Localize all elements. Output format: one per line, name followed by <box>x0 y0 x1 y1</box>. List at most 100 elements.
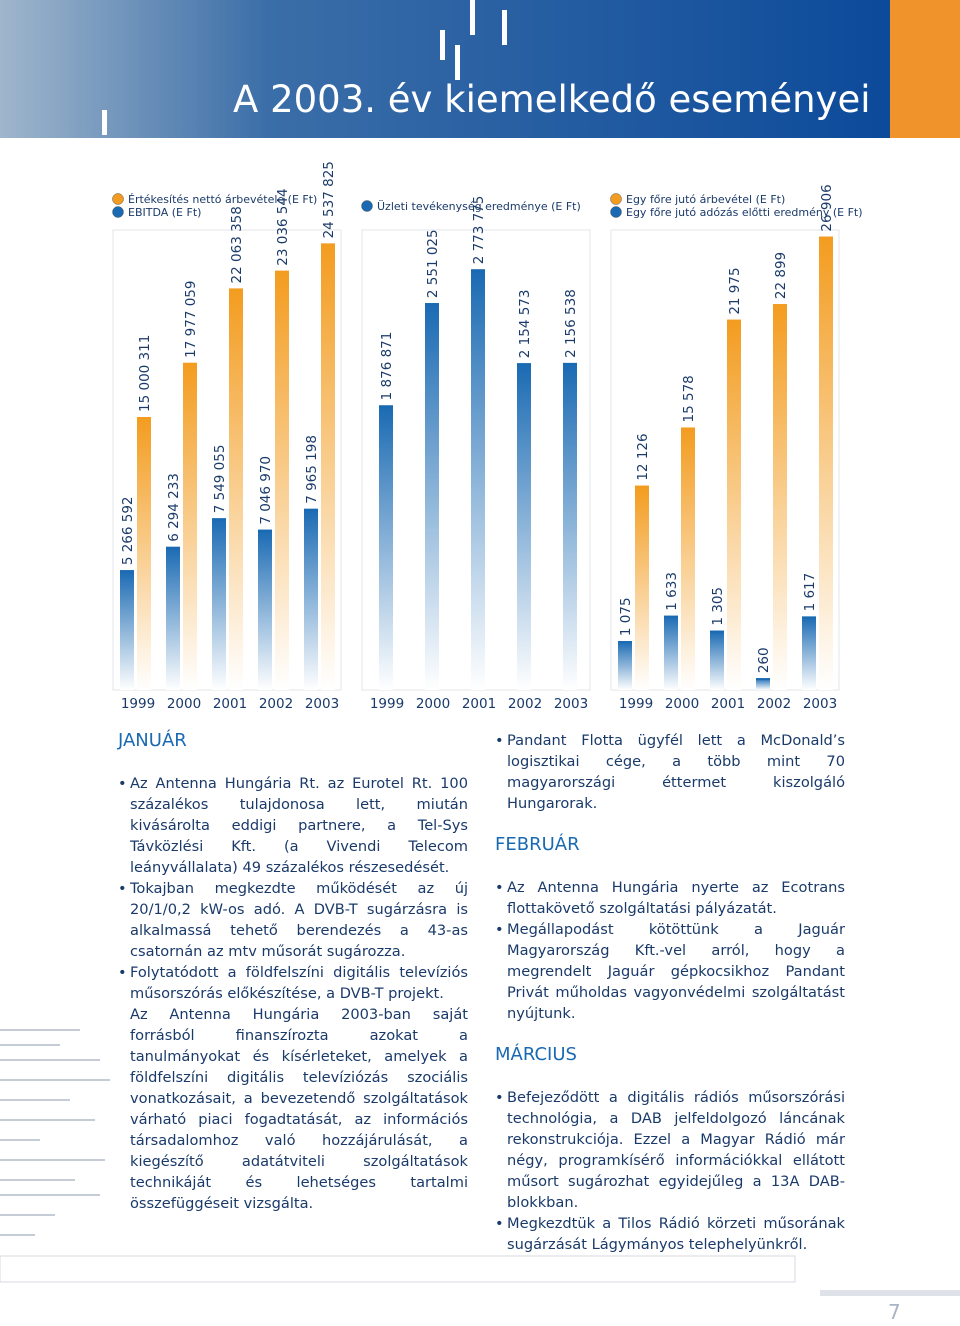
page-title: A 2003. év kiemelkedő eseményei <box>233 78 871 121</box>
bar <box>120 570 134 690</box>
bar <box>229 288 243 690</box>
legend-swatch <box>610 206 622 218</box>
bar <box>635 485 649 690</box>
value-label: 2 156 538 <box>563 289 579 358</box>
value-label: 1 075 <box>618 597 634 636</box>
bar <box>517 363 531 690</box>
bar <box>425 303 439 690</box>
bar <box>212 518 226 690</box>
value-label: 12 126 <box>635 433 651 480</box>
bar <box>710 630 724 690</box>
section-heading: JANUÁR <box>118 730 187 751</box>
bar-cap <box>120 570 134 573</box>
bar-cap <box>137 416 151 419</box>
x-tick-label: 2003 <box>803 696 837 712</box>
header-photo <box>890 0 960 138</box>
x-tick-label: 1999 <box>370 696 404 712</box>
bar <box>275 270 289 690</box>
bar <box>183 362 197 690</box>
bar-cap <box>321 243 335 246</box>
bullet-item: Tokajban megkezdte működését az új 20/1/… <box>118 878 468 962</box>
x-tick-label: 2002 <box>259 696 293 712</box>
x-tick-label: 2003 <box>554 696 588 712</box>
column-left: JANUÁR Az Antenna Hungária Rt. az Eurotel… <box>118 730 468 1214</box>
x-tick-label: 2001 <box>711 696 745 712</box>
value-label: 7 549 055 <box>212 445 228 514</box>
decor <box>502 10 507 45</box>
bar-cap <box>517 363 531 366</box>
bar <box>258 529 272 690</box>
bar-cap <box>802 616 816 619</box>
bullet-item: Az Antenna Hungária nyerte az Ecotrans f… <box>495 877 845 919</box>
legend-swatch <box>610 193 622 205</box>
x-tick-label: 1999 <box>121 696 155 712</box>
bar <box>802 616 816 690</box>
bar-cap <box>183 362 197 365</box>
bullet-item: Az Antenna Hungária Rt. az Eurotel Rt. 1… <box>118 773 468 878</box>
bar-cap <box>275 270 289 273</box>
value-label: 1 305 <box>710 587 726 626</box>
x-tick-label: 2000 <box>167 696 201 712</box>
bar-cap <box>773 304 787 307</box>
value-label: 1 633 <box>664 572 680 611</box>
legend-label: Értékesítés nettó árbevétele (E Ft) <box>128 193 317 206</box>
legend-label: Egy főre jutó árbevétel (E Ft) <box>626 193 785 206</box>
bar <box>756 678 770 690</box>
paragraph: Az Antenna Hungária 2003-ban saját forrá… <box>130 1006 468 1212</box>
value-label: 17 977 059 <box>183 281 199 358</box>
bar <box>819 236 833 690</box>
bar-cap <box>635 485 649 488</box>
section-heading: MÁRCIUS <box>495 1044 577 1065</box>
bar-cap <box>819 236 833 239</box>
bar-cap <box>681 427 695 430</box>
bullet-item: Megkezdtük a Tilos Rádió körzeti műsorán… <box>495 1213 845 1255</box>
bar-cap <box>710 630 724 633</box>
x-tick-label: 2000 <box>665 696 699 712</box>
value-label: 2 773 775 <box>471 196 487 265</box>
value-label: 5 266 592 <box>120 496 136 565</box>
page-number: 7 <box>888 1300 901 1324</box>
bullet-item: Megállapodást kötöttünk a Jaguár Magyaro… <box>495 919 845 1024</box>
legend-swatch <box>361 200 373 212</box>
legend-label: EBITDA (E Ft) <box>128 206 201 219</box>
bar-cap <box>229 288 243 291</box>
decor <box>470 0 475 35</box>
value-label: 1 617 <box>802 573 818 612</box>
legend-swatch <box>112 193 124 205</box>
x-tick-label: 2001 <box>462 696 496 712</box>
decor <box>455 45 460 80</box>
value-label: 2 551 025 <box>425 229 441 298</box>
legend-label: Egy főre jutó adózás előtti eredmény (E … <box>626 206 863 219</box>
x-tick-label: 2002 <box>757 696 791 712</box>
value-label: 2 154 573 <box>517 290 533 359</box>
column-right: Pandant Flotta ügyfél lett a McDonald’s … <box>495 730 845 1255</box>
bar <box>773 304 787 690</box>
x-tick-label: 2003 <box>305 696 339 712</box>
value-label: 24 537 825 <box>321 161 337 238</box>
bar <box>681 427 695 690</box>
x-tick-label: 1999 <box>619 696 653 712</box>
bar-cap <box>664 615 678 618</box>
legend-swatch <box>112 206 124 218</box>
value-label: 7 965 198 <box>304 435 320 504</box>
x-tick-label: 2001 <box>213 696 247 712</box>
bar-cap <box>727 319 741 322</box>
bar-cap <box>563 362 577 365</box>
bar <box>379 405 393 690</box>
bar-cap <box>166 546 180 549</box>
bar <box>618 641 632 690</box>
bullet-item: Pandant Flotta ügyfél lett a McDonald’s … <box>495 730 845 814</box>
value-label: 22 063 358 <box>229 206 245 283</box>
bar <box>563 362 577 690</box>
bar-cap <box>425 303 439 306</box>
bullet-item: Folytatódott a földfelszíni digitális te… <box>118 962 468 1004</box>
bar-cap <box>258 529 272 532</box>
bar <box>304 508 318 690</box>
bar-cap <box>304 508 318 511</box>
x-tick-label: 2000 <box>416 696 450 712</box>
value-label: 260 <box>756 647 772 673</box>
value-label: 1 876 871 <box>379 332 395 401</box>
legend-label: Üzleti tevékenység eredménye (E Ft) <box>377 200 581 213</box>
